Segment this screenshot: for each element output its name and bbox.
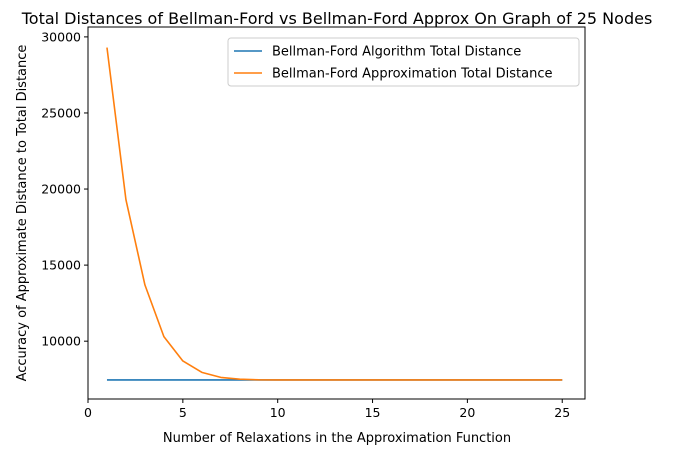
x-tick-label: 0 [84,405,92,420]
y-tick-label: 15000 [41,258,81,273]
y-axis: 10000 15000 20000 25000 30000 [41,29,88,349]
x-tick-label: 20 [459,405,475,420]
y-tick-label: 25000 [41,105,81,120]
x-axis: 0 5 10 15 20 25 [84,399,570,420]
y-axis-label: Accuracy of Approximate Distance to Tota… [15,45,30,382]
y-tick-label: 10000 [41,334,81,349]
x-tick-label: 5 [179,405,187,420]
x-axis-label: Number of Relaxations in the Approximati… [163,431,511,446]
y-tick-label: 30000 [41,29,81,44]
series-layer [106,47,563,381]
legend-label-2: Bellman-Ford Approximation Total Distanc… [272,67,552,82]
legend-label-1: Bellman-Ford Algorithm Total Distance [272,45,521,60]
series-line-2 [106,47,563,381]
legend: Bellman-Ford Algorithm Total Distance Bel… [227,37,580,87]
chart-title: Total Distances of Bellman-Ford vs Bellm… [21,9,653,28]
x-tick-label: 15 [365,405,381,420]
plot-frame [87,26,586,400]
x-tick-label: 10 [270,405,286,420]
y-tick-label: 20000 [41,182,81,197]
x-tick-label: 25 [554,405,570,420]
legend-box [227,37,580,87]
